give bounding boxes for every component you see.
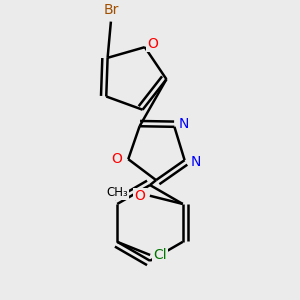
Text: Cl: Cl	[153, 248, 167, 262]
Text: O: O	[111, 152, 122, 166]
Text: O: O	[135, 189, 146, 203]
Text: Br: Br	[103, 3, 118, 17]
Text: O: O	[148, 37, 158, 51]
Text: CH₃: CH₃	[106, 186, 128, 199]
Text: N: N	[179, 116, 190, 130]
Text: N: N	[191, 155, 201, 169]
